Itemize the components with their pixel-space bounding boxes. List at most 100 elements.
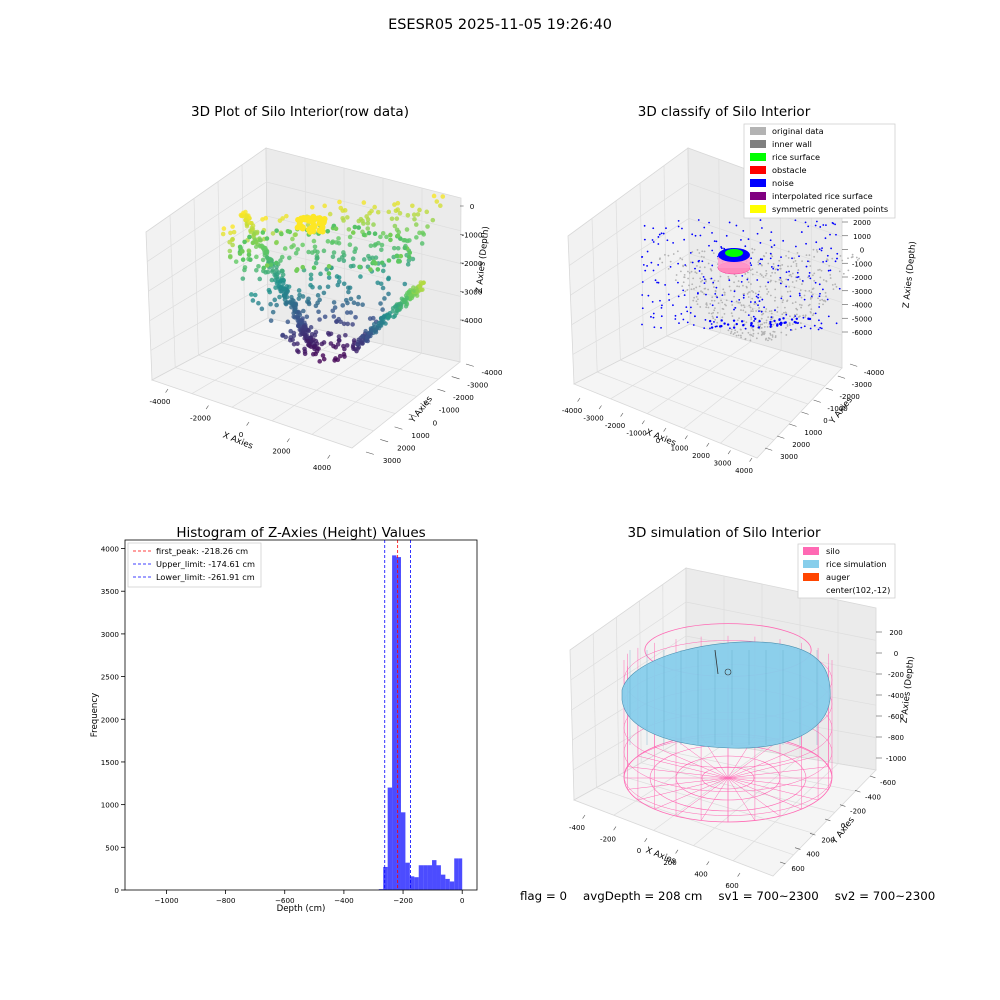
histogram-bar	[440, 874, 446, 890]
wall-point	[721, 316, 724, 319]
wall-point	[752, 328, 754, 331]
noise-point	[665, 227, 667, 230]
wall-point	[759, 285, 762, 288]
y-tick-label: 1000	[804, 429, 822, 437]
data-point	[321, 290, 327, 296]
wall-point	[733, 324, 736, 327]
wall-point	[813, 279, 816, 282]
wall-point	[749, 333, 751, 336]
noise-point	[643, 224, 646, 227]
data-point	[341, 218, 346, 223]
wall-point	[683, 276, 686, 279]
wall-point	[736, 331, 739, 333]
noise-point	[826, 254, 829, 257]
noise-point	[750, 322, 753, 325]
noise-point	[756, 279, 759, 281]
data-point	[361, 257, 367, 262]
wall-point	[755, 337, 758, 340]
data-point	[398, 305, 404, 310]
wall-point	[767, 339, 769, 342]
y-tick-label: -4000	[864, 369, 884, 377]
noise-point	[785, 271, 788, 274]
data-point	[380, 230, 386, 236]
data-point	[341, 321, 347, 327]
wall-point	[658, 258, 661, 261]
data-point	[386, 291, 391, 297]
data-point	[405, 212, 411, 218]
noise-point	[794, 315, 797, 318]
wall-point	[771, 255, 774, 258]
data-point	[350, 230, 356, 235]
y-tick-label: 1500	[101, 758, 120, 767]
data-point	[318, 271, 323, 277]
data-point	[434, 199, 440, 204]
noise-point	[660, 232, 663, 235]
tick-mark	[365, 451, 374, 455]
silo-spoke	[637, 755, 729, 779]
data-point	[325, 330, 331, 336]
data-point	[386, 209, 392, 215]
noise-point	[742, 294, 745, 297]
wall-point	[791, 323, 794, 326]
tick-mark	[286, 438, 290, 443]
grid-line	[148, 215, 267, 292]
data-point	[341, 258, 347, 264]
wall-point	[710, 312, 713, 315]
wall-point	[712, 317, 715, 320]
wall-point	[788, 274, 791, 277]
legend-label: Upper_limit: -174.61 cm	[156, 559, 255, 569]
data-point	[344, 310, 350, 315]
y-tick-label: 1000	[411, 431, 430, 440]
chart-title-classify: 3D classify of Silo Interior	[638, 104, 811, 120]
wall-point	[793, 316, 795, 319]
data-point	[412, 216, 417, 222]
noise-point	[657, 236, 660, 238]
grid-line	[653, 750, 763, 831]
noise-point	[770, 266, 773, 268]
noise-point	[652, 316, 655, 319]
wall-point	[771, 334, 774, 337]
data-point	[410, 203, 415, 209]
wall-point	[736, 319, 739, 322]
wall-point	[785, 326, 787, 329]
data-point	[343, 332, 348, 338]
tick-mark	[706, 442, 710, 447]
data-point	[375, 209, 381, 215]
noise-point	[803, 298, 806, 301]
data-point	[317, 285, 323, 290]
wall-point	[765, 321, 768, 324]
legend-label: rice simulation	[826, 559, 886, 569]
silo-spoke	[727, 777, 756, 821]
noise-point	[691, 261, 694, 264]
data-point	[368, 267, 373, 272]
data-point	[282, 246, 288, 251]
wall-point	[750, 318, 753, 321]
wall-point	[695, 295, 698, 298]
data-point	[336, 240, 342, 246]
wall-point	[696, 265, 698, 267]
noise-point	[689, 252, 692, 254]
wall-point	[774, 288, 777, 291]
data-point	[341, 343, 346, 349]
wall-point	[692, 277, 695, 280]
data-point	[337, 353, 343, 359]
wall-point	[789, 290, 792, 293]
data-point	[284, 213, 289, 219]
data-point	[307, 218, 314, 225]
wall-point	[800, 322, 802, 325]
data-point	[403, 297, 408, 303]
wall-point	[735, 275, 737, 278]
noise-point	[710, 277, 713, 280]
wall-point	[714, 290, 717, 293]
tick-mark	[789, 423, 797, 427]
grid-line	[571, 635, 687, 711]
wall-point	[841, 259, 844, 262]
data-point	[340, 303, 346, 308]
silo-spoke	[727, 777, 781, 817]
data-point	[302, 330, 308, 335]
noise-point	[690, 306, 692, 309]
wall-point	[751, 268, 754, 271]
wall-point	[705, 306, 708, 309]
noise-point	[798, 294, 801, 297]
noise-point	[778, 318, 781, 322]
